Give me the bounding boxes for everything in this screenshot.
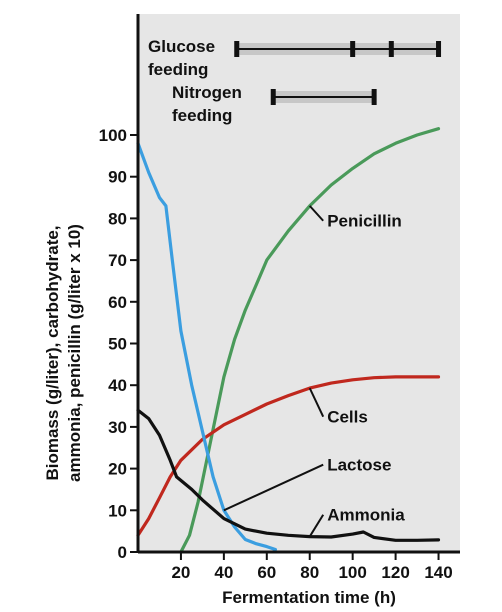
x-tick-label: 60 <box>257 563 276 582</box>
feeding-bar-tick <box>371 89 377 105</box>
x-tick-label: 40 <box>214 563 233 582</box>
x-tick-label: 140 <box>424 563 452 582</box>
feeding-label: feeding <box>148 60 208 79</box>
feeding-label: Nitrogen <box>172 83 242 102</box>
y-tick-label: 50 <box>108 335 127 354</box>
plot-background <box>138 14 460 552</box>
annotation-lactose: Lactose <box>327 456 391 475</box>
feeding-bar-tick <box>270 89 276 105</box>
y-tick-label: 10 <box>108 501 127 520</box>
annotation-leader <box>308 514 325 538</box>
y-tick-label: 70 <box>108 251 127 270</box>
feeding-bar-tick <box>388 41 394 57</box>
x-tick-label: 120 <box>381 563 409 582</box>
series-line-ammonia <box>136 408 441 542</box>
y-tick-label: 20 <box>108 460 127 479</box>
annotation-leader <box>308 387 325 418</box>
curve-annotations: Penicillin Cells Lactose Ammonia <box>223 205 405 538</box>
x-tick-label: 80 <box>300 563 319 582</box>
feeding-schedule: Glucose feeding Nitrogen feeding <box>148 37 442 125</box>
x-tick-label: 20 <box>171 563 190 582</box>
x-tick-label: 100 <box>338 563 366 582</box>
series-line-penicillin <box>179 127 441 554</box>
y-tick-label: 80 <box>108 209 127 228</box>
annotation-leader <box>308 205 324 222</box>
y-tick-label: 100 <box>99 126 127 145</box>
x-axis-title: Fermentation time (h) <box>222 588 396 607</box>
y-axis-title: Biomass (g/liter), carbohydrate, ammonia,… <box>43 224 84 482</box>
annotation-ammonia: Ammonia <box>327 506 405 525</box>
feeding-bar-tick <box>234 41 240 57</box>
y-axis-title-line: ammonia, penicillin (g/liter x 10) <box>65 224 84 482</box>
feeding-label: Glucose <box>148 37 215 56</box>
y-axis-title-line: Biomass (g/liter), carbohydrate, <box>43 225 62 480</box>
series-line-cells <box>136 375 441 537</box>
y-tick-label: 60 <box>108 293 127 312</box>
y-tick-label: 40 <box>108 376 127 395</box>
annotation-cells: Cells <box>327 408 368 427</box>
annotation-leader <box>223 463 324 512</box>
feeding-label: feeding <box>172 106 232 125</box>
series-lines <box>136 127 441 554</box>
feeding-bar-tick <box>436 41 442 57</box>
y-tick-label: 30 <box>108 418 127 437</box>
annotation-penicillin: Penicillin <box>327 212 402 231</box>
y-tick-label: 0 <box>118 543 127 562</box>
feeding-bar-tick <box>350 41 356 57</box>
y-tick-label: 90 <box>108 168 127 187</box>
axes: 0 10 20 30 40 50 60 70 80 90 100 20 40 60 80 100 120 140 <box>99 14 460 582</box>
series-line-lactose <box>136 141 277 552</box>
